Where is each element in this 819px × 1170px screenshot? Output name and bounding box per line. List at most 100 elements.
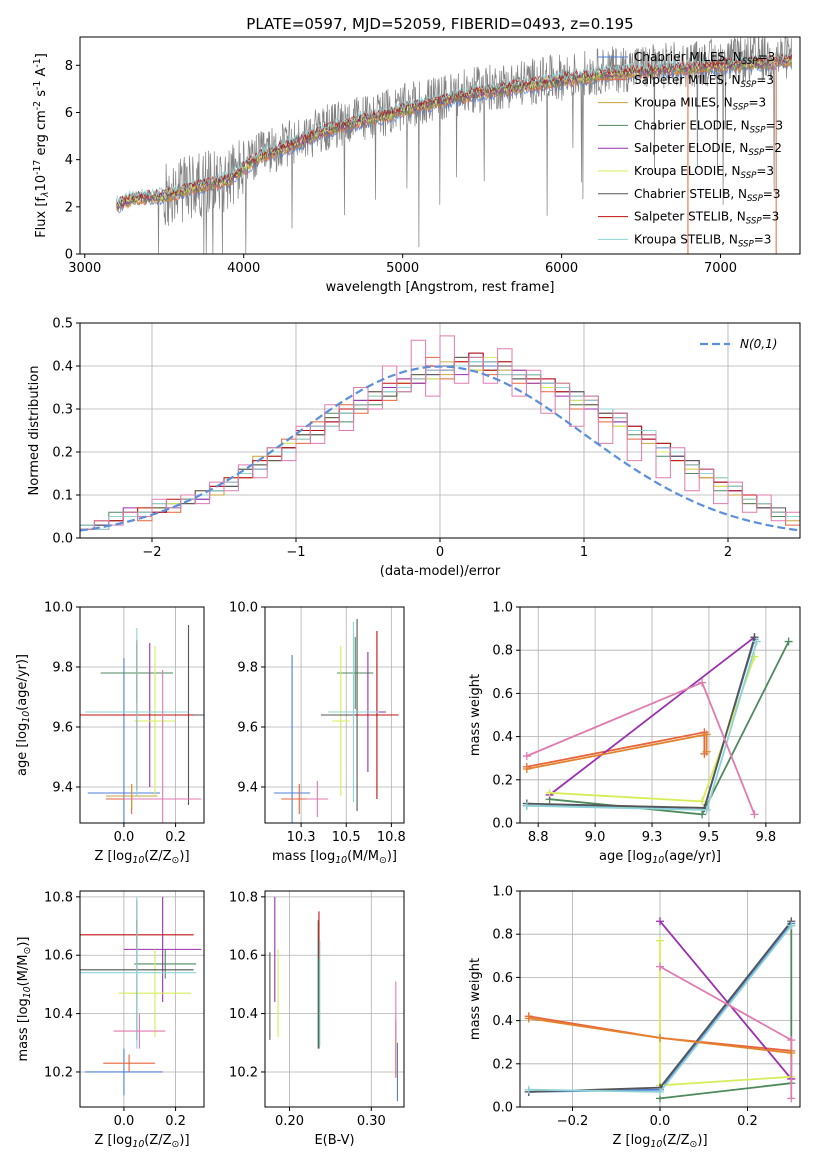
error-bar-point	[274, 655, 311, 823]
age-vs-z-x-tick-label: 0.0	[114, 830, 135, 845]
spectrum-x-tick-label: 6000	[545, 261, 578, 276]
weight-vs-age-x-axis-label: age [log10​(age/yr)]	[599, 849, 721, 866]
mass-vs-ebv-y-tick-label: 10.2	[229, 1065, 258, 1080]
weight-vs-age-y-tick-label: 0.8	[492, 644, 513, 659]
weight-vs-age-frame	[519, 606, 801, 824]
age-vs-mass-x-axis-label: mass [log10​(M/M⊙​)]	[272, 849, 397, 866]
spectrum-title: PLATE=0597, MJD=52059, FIBERID=0493, z=0…	[246, 15, 633, 33]
spectrum-x-tick-label: 5000	[386, 261, 419, 276]
mass-vs-ebv-x-axis-label: E(B-V)	[314, 1133, 354, 1148]
age-vs-z-frame	[79, 606, 205, 824]
mass-weight-marker	[522, 752, 531, 761]
residuals-panel: −2 −1 0 1 2 0.0 0.1 0.2 0.3 0.4 0.5 (data-model)/er…	[27, 317, 801, 579]
mass-weight-marker	[522, 765, 531, 773]
weight-vs-z-panel: −0.2 0.0 0.2 0.0 0.2 0.4 0.6 0.8 1.0 Z [log10​(Z/…	[468, 885, 801, 1150]
normal-distribution-curve	[80, 365, 800, 532]
error-bar-point	[80, 896, 197, 1049]
mass-weight-marker	[522, 801, 531, 810]
weight-vs-age-x-tick-label: 8.8	[528, 830, 549, 845]
mass-weight-marker	[702, 730, 711, 739]
weight-vs-age-x-tick-label: 9.0	[585, 830, 606, 845]
error-bar-point	[355, 631, 399, 799]
model-spectrum-line	[116, 51, 792, 205]
age-vs-mass-x-tick-label: 10.8	[377, 830, 406, 845]
mass-vs-z-x-tick-label: 0.2	[165, 1114, 186, 1129]
spectrum-legend: Chabrier MILES, NSSP​=3 Salpeter MILES, N…	[598, 50, 783, 249]
error-bar-point	[134, 949, 197, 979]
age-vs-z-x-axis-label: Z [log10​(Z/Z⊙​)]	[94, 849, 189, 866]
residuals-y-tick-label: 0.4	[52, 360, 73, 375]
weight-vs-z-x-tick-label: −0.2	[557, 1114, 589, 1129]
weight-vs-z-x-tick-label: 0.2	[737, 1114, 758, 1129]
spectrum-y-tick-label: 2	[65, 200, 73, 215]
weight-vs-age-y-tick-label: 0.6	[492, 687, 513, 702]
age-vs-z-x-tick-label: 0.2	[165, 830, 186, 845]
mass-weight-marker	[698, 678, 707, 687]
mass-vs-z-x-tick-label: 0.0	[114, 1114, 135, 1129]
legend-label: Kroupa MILES, NSSP​=3	[634, 96, 766, 113]
mass-vs-z-y-axis-label: mass [log10​(M/M⊙​)]	[16, 937, 33, 1062]
weight-vs-age-y-tick-label: 0.2	[492, 773, 513, 788]
weight-vs-age-x-tick-label: 9.8	[756, 830, 777, 845]
age-vs-z-y-tick-label: 9.6	[52, 721, 73, 736]
spectrum-y-tick-label: 6	[65, 106, 73, 121]
weight-vs-z-y-tick-label: 0.8	[492, 928, 513, 943]
age-vs-mass-y-tick-label: 9.4	[237, 781, 258, 796]
legend-label: Kroupa STELIB, NSSP​=3	[634, 232, 771, 249]
age-vs-z-plot-area	[80, 625, 204, 823]
mass-vs-ebv-y-tick-label: 10.8	[229, 890, 258, 905]
mass-weight-marker	[545, 788, 554, 797]
mass-weight-marker	[702, 806, 711, 815]
mass-vs-z-y-tick-label: 10.6	[44, 949, 73, 964]
mass-vs-z-y-tick-label: 10.2	[44, 1065, 73, 1080]
mass-weight-marker	[698, 797, 707, 806]
weight-vs-z-plot-area	[524, 917, 796, 1103]
mass-weight-line	[659, 920, 792, 1080]
age-vs-z-y-tick-label: 9.8	[52, 661, 73, 676]
legend-label: Salpeter STELIB, NSSP​=3	[634, 210, 779, 227]
age-vs-mass-frame	[264, 606, 405, 824]
weight-vs-age-x-tick-label: 9.3	[642, 830, 663, 845]
mass-weight-marker	[656, 917, 664, 926]
mass-vs-ebv-x-tick-label: 0.20	[275, 1114, 304, 1129]
age-vs-z-y-axis-label: age [log10​(age/yr)]	[15, 654, 32, 776]
mass-vs-z-frame	[79, 890, 205, 1108]
residuals-x-tick-label: 2	[724, 545, 732, 560]
residuals-y-tick-label: 0.5	[52, 317, 73, 332]
mass-weight-marker	[750, 633, 759, 642]
panels: 3000 4000 5000 6000 7000 0 2 4 6 8 wavelength [Ang…	[15, 36, 801, 1150]
mass-weight-marker	[702, 747, 711, 756]
mass-vs-ebv-y-tick-label: 10.4	[229, 1007, 258, 1022]
weight-vs-z-y-axis-label: mass weight	[468, 958, 483, 1040]
residuals-x-tick-label: 0	[436, 545, 444, 560]
mass-vs-z-x-axis-label: Z [log10​(Z/Z⊙​)]	[94, 1133, 189, 1150]
weight-vs-age-y-tick-label: 0.4	[492, 730, 513, 745]
error-bar-point	[85, 1048, 163, 1096]
weight-vs-z-y-tick-label: 0.2	[492, 1057, 513, 1072]
mass-vs-z-panel: 0.0 0.2 10.2 10.4 10.6 10.8 Z [log10​(Z/Z⊙​)] m…	[16, 890, 205, 1150]
residuals-x-tick-label: 1	[580, 545, 588, 560]
weight-vs-z-x-tick-label: 0.0	[650, 1114, 671, 1129]
mass-vs-ebv-frame	[264, 890, 405, 1108]
mass-vs-ebv-plot-area	[269, 896, 399, 1102]
spectrum-x-tick-label: 7000	[704, 261, 737, 276]
weight-vs-age-y-tick-label: 1.0	[492, 601, 513, 616]
weight-vs-z-frame	[519, 890, 801, 1108]
residuals-frame	[79, 322, 801, 539]
legend-label: Salpeter ELODIE, NSSP​=2	[634, 141, 782, 158]
residuals-y-tick-label: 0.3	[52, 403, 73, 418]
age-vs-mass-y-tick-label: 10.0	[229, 601, 258, 616]
error-bar-point	[103, 1054, 155, 1072]
spectrum-y-axis-label: Flux [fλ​10-17​ erg cm-2​ s-1​ A-1​]	[32, 53, 51, 238]
spectrum-x-tick-label: 3000	[68, 261, 101, 276]
mass-weight-marker	[787, 921, 796, 930]
error-bar-point	[87, 658, 161, 823]
mass-vs-z-y-tick-label: 10.8	[44, 890, 73, 905]
age-vs-mass-panel: 10.3 10.5 10.8 9.4 9.6 9.8 10.0 mass [log10​(M/…	[229, 601, 406, 867]
mass-weight-marker	[752, 637, 761, 646]
spectrum-y-tick-label: 0	[65, 248, 73, 263]
age-vs-z-y-tick-label: 9.4	[52, 781, 73, 796]
spectrum-plot-area	[116, 37, 793, 254]
weight-vs-z-y-tick-label: 0.0	[492, 1101, 513, 1116]
